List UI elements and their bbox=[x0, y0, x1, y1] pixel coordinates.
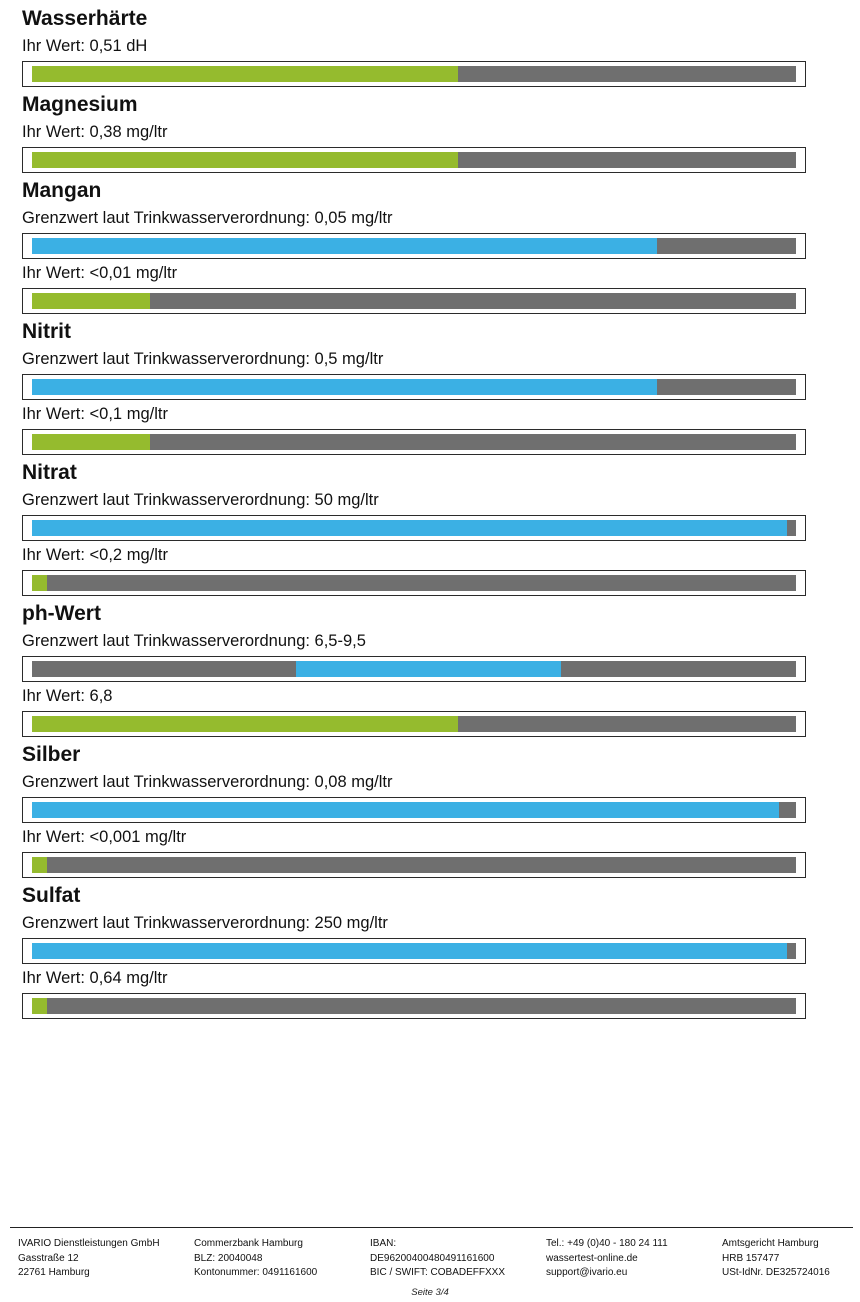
limit-label: Grenzwert laut Trinkwasserverordnung: 25… bbox=[22, 914, 388, 932]
footer-line: Amtsgericht Hamburg bbox=[722, 1238, 819, 1249]
footer-company-info: IVARIO Dienstleistungen GmbH Gasstraße 1… bbox=[18, 1237, 160, 1281]
limit-bar-fill bbox=[32, 520, 787, 536]
limit-label: Grenzwert laut Trinkwasserverordnung: 6,… bbox=[22, 632, 366, 650]
value-label: Ihr Wert: <0,2 mg/ltr bbox=[22, 546, 168, 564]
section-title: Mangan bbox=[22, 179, 102, 202]
section-title: Magnesium bbox=[22, 93, 138, 116]
limit-label: Grenzwert laut Trinkwasserverordnung: 0,… bbox=[22, 773, 393, 791]
footer-iban-info: IBAN: DE96200400480491161600 BIC / SWIFT… bbox=[370, 1237, 505, 1281]
footer-line: Kontonummer: 0491161600 bbox=[194, 1267, 318, 1278]
value-bar-fill bbox=[32, 716, 459, 732]
footer-email-link[interactable]: support@ivario.eu bbox=[546, 1267, 628, 1278]
bar-track bbox=[32, 152, 796, 168]
bar-track bbox=[32, 857, 796, 873]
section-title: Nitrit bbox=[22, 320, 71, 343]
bar-track bbox=[32, 943, 796, 959]
bar-track bbox=[32, 575, 796, 591]
footer-line: HRB 157477 bbox=[722, 1252, 780, 1264]
result-section: ph-Wert Grenzwert laut Trinkwasserverordn… bbox=[22, 601, 806, 737]
bar-track bbox=[32, 520, 796, 536]
footer-website-link[interactable]: wassertest-online.de bbox=[546, 1252, 638, 1264]
result-section: Silber Grenzwert laut Trinkwasserverordnu… bbox=[22, 742, 806, 878]
bar-track bbox=[32, 998, 796, 1014]
limit-bar-fill bbox=[296, 661, 562, 677]
limit-bar-fill bbox=[32, 802, 780, 818]
value-bar-fill bbox=[32, 575, 48, 591]
value-label: Ihr Wert: 6,8 bbox=[22, 687, 113, 705]
limit-bar-fill bbox=[32, 379, 657, 395]
limit-bar-fill bbox=[32, 943, 787, 959]
section-title: Sulfat bbox=[22, 884, 81, 907]
footer-line: IVARIO Dienstleistungen GmbH bbox=[18, 1238, 160, 1249]
limit-bar bbox=[22, 938, 806, 964]
section-title: Wasserhärte bbox=[22, 7, 148, 30]
footer-registry-info: Amtsgericht Hamburg HRB 157477 USt-IdNr.… bbox=[722, 1237, 830, 1281]
footer-contact-info: Tel.: +49 (0)40 - 180 24 111 wassertest-… bbox=[546, 1237, 668, 1281]
bar-track bbox=[32, 293, 796, 309]
value-bar bbox=[22, 61, 806, 87]
footer-bank-info: Commerzbank Hamburg BLZ: 20040048 Konton… bbox=[194, 1237, 317, 1281]
value-bar bbox=[22, 852, 806, 878]
value-bar bbox=[22, 570, 806, 596]
value-label: Ihr Wert: <0,001 mg/ltr bbox=[22, 828, 187, 846]
footer-phone: Tel.: +49 (0)40 - 180 24 111 bbox=[546, 1238, 668, 1249]
bar-track bbox=[32, 716, 796, 732]
value-bar-fill bbox=[32, 857, 48, 873]
value-label: Ihr Wert: 0,51 dH bbox=[22, 37, 148, 55]
value-bar bbox=[22, 147, 806, 173]
limit-bar bbox=[22, 656, 806, 682]
value-bar-fill bbox=[32, 66, 459, 82]
value-label: Ihr Wert: 0,64 mg/ltr bbox=[22, 969, 168, 987]
footer-line: IBAN: bbox=[370, 1238, 397, 1249]
value-bar bbox=[22, 711, 806, 737]
value-bar bbox=[22, 429, 806, 455]
footer-divider bbox=[10, 1227, 853, 1228]
bar-track bbox=[32, 238, 796, 254]
value-label: Ihr Wert: <0,01 mg/ltr bbox=[22, 264, 178, 282]
bar-track bbox=[32, 661, 796, 677]
value-bar-fill bbox=[32, 293, 150, 309]
bar-track bbox=[32, 66, 796, 82]
result-section: Sulfat Grenzwert laut Trinkwasserverordnu… bbox=[22, 883, 806, 1019]
limit-bar bbox=[22, 797, 806, 823]
result-section: Nitrit Grenzwert laut Trinkwasserverordnu… bbox=[22, 319, 806, 455]
limit-label: Grenzwert laut Trinkwasserverordnung: 0,… bbox=[22, 350, 384, 368]
value-bar-fill bbox=[32, 152, 459, 168]
result-section: Mangan Grenzwert laut Trinkwasserverordnu… bbox=[22, 178, 806, 314]
value-label: Ihr Wert: 0,38 mg/ltr bbox=[22, 123, 168, 141]
page-number: Seite 3/4 bbox=[411, 1287, 449, 1298]
limit-bar bbox=[22, 374, 806, 400]
footer-line: Gasstraße 12 bbox=[18, 1252, 79, 1264]
footer-line: BLZ: 20040048 bbox=[194, 1252, 263, 1264]
result-section: Wasserhärte Ihr Wert: 0,51 dH bbox=[22, 6, 806, 87]
value-bar-fill bbox=[32, 434, 150, 450]
section-title: Silber bbox=[22, 743, 81, 766]
footer-line: USt-IdNr. DE325724016 bbox=[722, 1267, 830, 1278]
limit-bar bbox=[22, 233, 806, 259]
results-list: Wasserhärte Ihr Wert: 0,51 dH Magnesium Ihr… bbox=[22, 6, 806, 1024]
result-section: Nitrat Grenzwert laut Trinkwasserverordnu… bbox=[22, 460, 806, 596]
footer-line: DE96200400480491161600 bbox=[370, 1252, 495, 1264]
footer-line: 22761 Hamburg bbox=[18, 1267, 90, 1278]
section-title: ph-Wert bbox=[22, 602, 101, 625]
limit-bar-fill bbox=[32, 238, 657, 254]
limit-label: Grenzwert laut Trinkwasserverordnung: 50… bbox=[22, 491, 379, 509]
limit-label: Grenzwert laut Trinkwasserverordnung: 0,… bbox=[22, 209, 393, 227]
section-title: Nitrat bbox=[22, 461, 77, 484]
value-label: Ihr Wert: <0,1 mg/ltr bbox=[22, 405, 168, 423]
value-bar bbox=[22, 993, 806, 1019]
limit-bar bbox=[22, 515, 806, 541]
footer-line: BIC / SWIFT: COBADEFFXXX bbox=[370, 1267, 506, 1278]
bar-track bbox=[32, 434, 796, 450]
value-bar bbox=[22, 288, 806, 314]
bar-track bbox=[32, 379, 796, 395]
result-section: Magnesium Ihr Wert: 0,38 mg/ltr bbox=[22, 92, 806, 173]
bar-track bbox=[32, 802, 796, 818]
footer-line: Commerzbank Hamburg bbox=[194, 1238, 303, 1249]
value-bar-fill bbox=[32, 998, 48, 1014]
